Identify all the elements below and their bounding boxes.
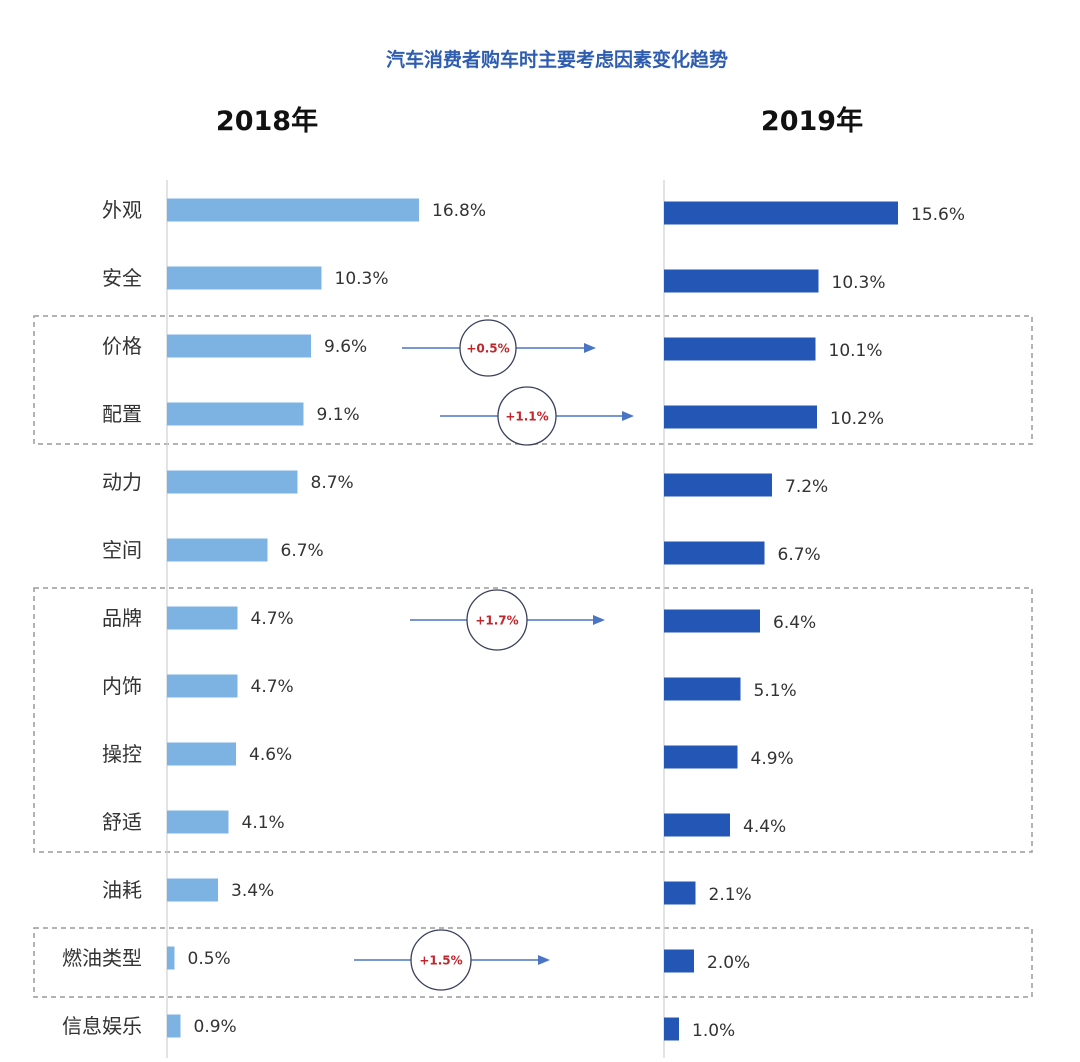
value-label-2019: 6.4% xyxy=(773,613,816,633)
value-label-2018: 16.8% xyxy=(432,201,486,221)
value-label-2019: 6.7% xyxy=(778,545,821,565)
value-label-2018: 4.6% xyxy=(249,745,292,765)
value-label-2019: 4.9% xyxy=(751,749,794,769)
category-label: 信息娱乐 xyxy=(62,1014,142,1038)
value-label-2019: 5.1% xyxy=(754,681,797,701)
bar-2019 xyxy=(664,337,816,361)
value-label-2018: 4.7% xyxy=(251,609,294,629)
value-label-2019: 10.1% xyxy=(829,341,883,361)
arrow-head-icon xyxy=(584,343,596,353)
bar-2019 xyxy=(664,949,694,973)
bar-2019 xyxy=(664,677,741,701)
bar-2019 xyxy=(664,541,765,565)
change-annotation-3: +1.5% xyxy=(354,929,550,991)
bar-2019 xyxy=(664,269,819,293)
value-label-2018: 9.1% xyxy=(317,405,360,425)
change-annotation-2: +1.7% xyxy=(410,589,605,651)
bar-2019 xyxy=(664,609,760,633)
category-label: 外观 xyxy=(102,198,142,222)
value-label-2019: 4.4% xyxy=(743,817,786,837)
category-label: 内饰 xyxy=(102,674,142,698)
bar-2018 xyxy=(167,266,322,290)
value-label-2019: 2.1% xyxy=(709,885,752,905)
category-label: 安全 xyxy=(102,266,142,290)
value-label-2019: 2.0% xyxy=(707,953,750,973)
bar-2019 xyxy=(664,813,730,837)
category-label: 油耗 xyxy=(102,878,142,902)
bar-2018 xyxy=(167,470,298,494)
change-badge-text: +1.5% xyxy=(419,954,462,968)
value-label-2018: 8.7% xyxy=(311,473,354,493)
value-label-2018: 9.6% xyxy=(324,337,367,357)
group-box-2 xyxy=(33,927,1033,998)
series-2018: 外观 16.8% 安全 10.3% 价格 9.6% 配置 9.1% 动力 8.7% 空间 6.7% 品牌… xyxy=(62,198,486,1038)
bar-2019 xyxy=(664,405,817,429)
value-label-2018: 3.4% xyxy=(231,881,274,901)
value-label-2019: 7.2% xyxy=(785,477,828,497)
change-badge-circle xyxy=(459,319,517,377)
bar-2018 xyxy=(167,402,304,426)
axis-lines xyxy=(166,180,665,1058)
bar-2019 xyxy=(664,473,772,497)
category-label: 品牌 xyxy=(102,606,142,630)
bar-2019 xyxy=(664,881,696,905)
value-label-2018: 6.7% xyxy=(281,541,324,561)
year-2019-heading: 2019年 xyxy=(761,105,863,137)
bar-2019 xyxy=(664,1017,679,1041)
category-label: 配置 xyxy=(102,402,142,426)
category-label: 价格 xyxy=(102,334,142,358)
bar-2018 xyxy=(167,334,311,358)
bar-2019 xyxy=(664,201,898,225)
bar-2018 xyxy=(167,946,175,970)
value-label-2018: 10.3% xyxy=(335,269,389,289)
series-2019: 15.6% 10.3% 10.1% 10.2% 7.2% 6.7% 6.4% 5.1% 4.9%… xyxy=(664,201,965,1041)
category-label: 空间 xyxy=(102,538,142,562)
value-label-2018: 4.1% xyxy=(242,813,285,833)
bar-2018 xyxy=(167,878,218,902)
change-badge-circle xyxy=(410,929,472,991)
value-label-2018: 4.7% xyxy=(251,677,294,697)
change-annotation-1: +1.1% xyxy=(440,386,634,446)
bar-2019 xyxy=(664,745,738,769)
value-label-2019: 10.2% xyxy=(830,409,884,429)
change-badge-circle xyxy=(497,386,557,446)
year-2018-heading: 2018年 xyxy=(216,105,318,137)
category-label: 动力 xyxy=(102,470,142,494)
bar-2018 xyxy=(167,810,229,834)
value-label-2018: 0.5% xyxy=(188,949,231,969)
change-badge-text: +1.1% xyxy=(505,410,548,424)
change-annotations: +0.5% +1.1% +1.7% +1.5% xyxy=(354,319,634,991)
category-label: 操控 xyxy=(102,742,142,766)
bar-2018 xyxy=(167,198,419,222)
bar-2018 xyxy=(167,742,236,766)
change-badge-circle xyxy=(466,589,528,651)
bar-2018 xyxy=(167,538,268,562)
arrow-head-icon xyxy=(622,411,634,421)
bar-2018 xyxy=(167,674,238,698)
bar-2018 xyxy=(167,1014,181,1038)
category-label: 舒适 xyxy=(102,810,142,834)
value-label-2018: 0.9% xyxy=(194,1017,237,1037)
change-annotation-0: +0.5% xyxy=(402,319,596,377)
arrow-head-icon xyxy=(538,955,550,965)
arrow-head-icon xyxy=(593,615,605,625)
change-badge-text: +0.5% xyxy=(466,342,509,356)
value-label-2019: 15.6% xyxy=(911,205,965,225)
change-badge-text: +1.7% xyxy=(475,614,518,628)
chart-title: 汽车消费者购车时主要考虑因素变化趋势 xyxy=(386,48,728,71)
category-label: 燃油类型 xyxy=(62,946,142,970)
value-label-2019: 1.0% xyxy=(692,1021,735,1041)
bar-2018 xyxy=(167,606,238,630)
group-box-1 xyxy=(33,587,1033,853)
value-label-2019: 10.3% xyxy=(832,273,886,293)
